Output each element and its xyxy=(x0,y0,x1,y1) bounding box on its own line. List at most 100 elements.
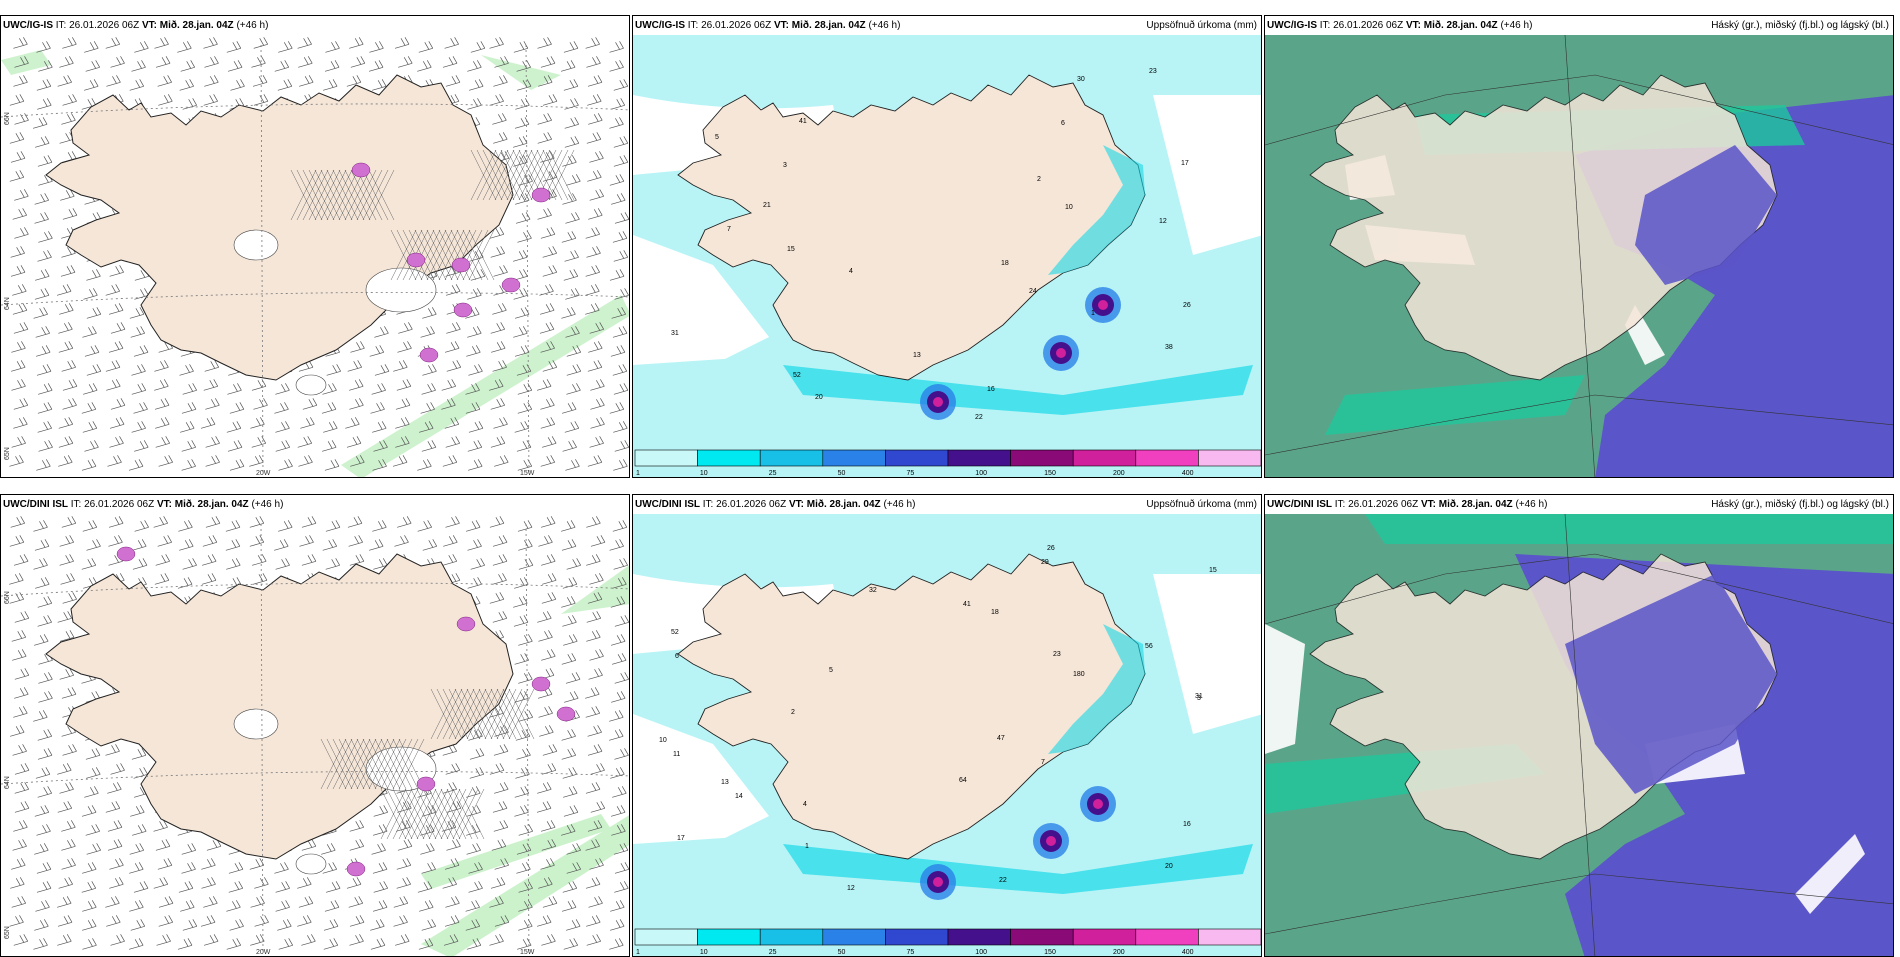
wind-barb xyxy=(445,75,461,87)
wind-barb xyxy=(372,459,387,471)
wind-barb xyxy=(297,877,312,889)
colorbar-segment xyxy=(634,449,698,467)
wind-barb xyxy=(61,839,76,851)
wind-barb xyxy=(36,824,51,836)
wind-barb xyxy=(36,79,52,91)
wind-barb xyxy=(445,436,461,448)
wind-barb xyxy=(562,577,578,589)
wind-barb xyxy=(323,938,339,950)
precip-value: 14 xyxy=(735,793,743,800)
wind-barb xyxy=(396,820,411,832)
wind-barb xyxy=(418,41,434,53)
wind-barb xyxy=(106,915,121,927)
wind-barb xyxy=(275,383,290,395)
wind-barb xyxy=(12,284,27,296)
wind-barb xyxy=(590,398,605,410)
lat-label: 65N xyxy=(4,447,11,460)
wind-barb xyxy=(274,862,289,874)
wind-barb xyxy=(590,535,606,547)
wind-barb xyxy=(494,858,509,870)
wind-barb xyxy=(490,398,505,410)
wind-barb xyxy=(516,843,532,855)
precip-value: 31 xyxy=(671,330,679,337)
hatch-line xyxy=(404,788,431,840)
hatch-line xyxy=(302,169,329,221)
wind-barb xyxy=(420,402,435,414)
wind-barb xyxy=(82,862,97,874)
glacier xyxy=(233,229,279,261)
wind-barb xyxy=(494,56,509,68)
wind-barb xyxy=(349,915,365,927)
wind-barb xyxy=(11,858,26,870)
wind-barb xyxy=(14,56,29,68)
wind-barb xyxy=(468,881,483,893)
wind-barb xyxy=(348,896,364,908)
wind-barb xyxy=(62,744,77,756)
wind-barb xyxy=(370,402,385,414)
wind-barb xyxy=(201,858,216,870)
wind-barb xyxy=(446,839,461,851)
hatch-line xyxy=(438,229,465,281)
wind-barb xyxy=(537,37,552,49)
wind-barb xyxy=(155,436,171,448)
wind-barb xyxy=(321,402,337,414)
hatch-line xyxy=(416,788,443,840)
wind-barb xyxy=(566,558,581,570)
wind-barb xyxy=(322,383,337,395)
wind-barb xyxy=(178,881,194,893)
graticule-line xyxy=(1564,514,1596,956)
precip-value: 41 xyxy=(799,118,807,125)
wind-barb xyxy=(396,379,412,391)
wind-barb xyxy=(107,820,123,832)
hatch-line xyxy=(420,229,447,281)
wind-swath xyxy=(341,295,629,477)
coastal-precip xyxy=(1048,145,1145,275)
wind-barb xyxy=(298,56,313,68)
wind-barb xyxy=(322,440,337,452)
icing-blob xyxy=(406,252,426,268)
colorbar-segment xyxy=(885,928,949,946)
wind-barb xyxy=(493,417,508,429)
wind-barb xyxy=(181,459,196,471)
wind-barb xyxy=(250,934,265,946)
wind-barb xyxy=(518,900,533,912)
wind-barb xyxy=(35,326,50,338)
wind-barb xyxy=(513,136,528,148)
wind-barb xyxy=(444,37,459,49)
panel-title: Uppsöfnuð úrkoma (mm) xyxy=(1146,20,1257,31)
wind-barb xyxy=(540,455,556,467)
wind-barb xyxy=(540,820,556,832)
iceland-land xyxy=(45,74,514,381)
wind-barb xyxy=(516,364,532,376)
panel-title: Háský (gr.), miðský (fj.bl.) og lágský (… xyxy=(1711,499,1889,510)
precip-value: 20 xyxy=(1165,863,1173,870)
wind-barb xyxy=(60,265,76,277)
wind-barb xyxy=(560,60,576,72)
lat-label: 65N xyxy=(4,926,11,939)
wind-barb xyxy=(58,322,73,334)
hatch-line xyxy=(350,738,377,790)
wind-barb xyxy=(36,881,52,893)
wind-barb xyxy=(614,615,629,627)
wind-barb xyxy=(349,820,365,832)
wind-barb xyxy=(82,326,97,338)
wind-barb xyxy=(37,615,52,627)
wind-barb xyxy=(590,763,605,775)
wind-barb xyxy=(14,668,30,680)
wind-barb xyxy=(275,558,290,570)
wind-barb xyxy=(228,881,244,893)
wind-barb xyxy=(58,877,73,889)
wind-barb xyxy=(470,41,486,53)
wind-barb xyxy=(518,558,534,570)
precip-value: 18 xyxy=(991,609,999,616)
wind-barb xyxy=(81,402,97,414)
wind-barb xyxy=(349,379,364,391)
dry-area xyxy=(633,714,783,844)
wind-barb xyxy=(467,60,482,72)
wind-barb xyxy=(277,79,293,91)
icing-blob xyxy=(346,861,366,877)
wind-barb xyxy=(35,269,50,281)
wind-barb xyxy=(517,402,533,414)
wind-barb xyxy=(540,303,555,315)
wind-barb xyxy=(157,858,173,870)
